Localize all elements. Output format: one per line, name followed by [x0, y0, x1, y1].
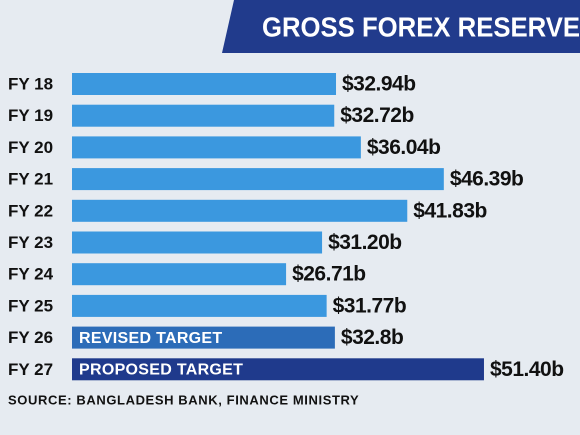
- category-label: FY 22: [8, 201, 53, 220]
- title-banner: [222, 0, 580, 53]
- value-label: $46.39b: [450, 168, 524, 191]
- value-label: $31.20b: [328, 231, 402, 254]
- category-label: FY 21: [8, 170, 53, 189]
- bar: [72, 136, 361, 159]
- bar: [72, 326, 335, 349]
- bar-label: REVISED TARGET: [79, 330, 222, 347]
- bar: [72, 199, 408, 222]
- category-label: FY 19: [8, 106, 53, 125]
- bar-label: PROPOSED TARGET: [79, 362, 243, 379]
- bar: [72, 73, 337, 95]
- chart-title: GROSS FOREX RESERVE: [262, 11, 580, 42]
- bar: [72, 104, 335, 127]
- value-label: $32.72b: [340, 104, 414, 127]
- value-label: $32.94b: [342, 73, 416, 96]
- bar: [72, 231, 323, 254]
- category-label: FY 20: [8, 138, 53, 157]
- category-label: FY 26: [8, 328, 53, 347]
- value-label: $31.77b: [333, 294, 407, 317]
- category-label: FY 18: [8, 74, 53, 93]
- value-label: $26.71b: [292, 263, 366, 286]
- value-label: $41.83b: [413, 199, 487, 222]
- value-label: $32.8b: [341, 326, 403, 349]
- category-label: FY 24: [8, 265, 54, 284]
- category-label: FY 23: [8, 233, 53, 252]
- bar: [72, 358, 484, 381]
- value-label: $51.40b: [490, 358, 564, 381]
- bar: [72, 168, 444, 191]
- value-label: $36.04b: [367, 136, 441, 159]
- source: SOURCE: BANGLADESH BANK, FINANCE MINISTR…: [8, 392, 359, 407]
- category-label: FY 25: [8, 296, 53, 315]
- bar: [72, 294, 327, 317]
- category-label: FY 27: [8, 360, 53, 379]
- bar: [72, 263, 287, 286]
